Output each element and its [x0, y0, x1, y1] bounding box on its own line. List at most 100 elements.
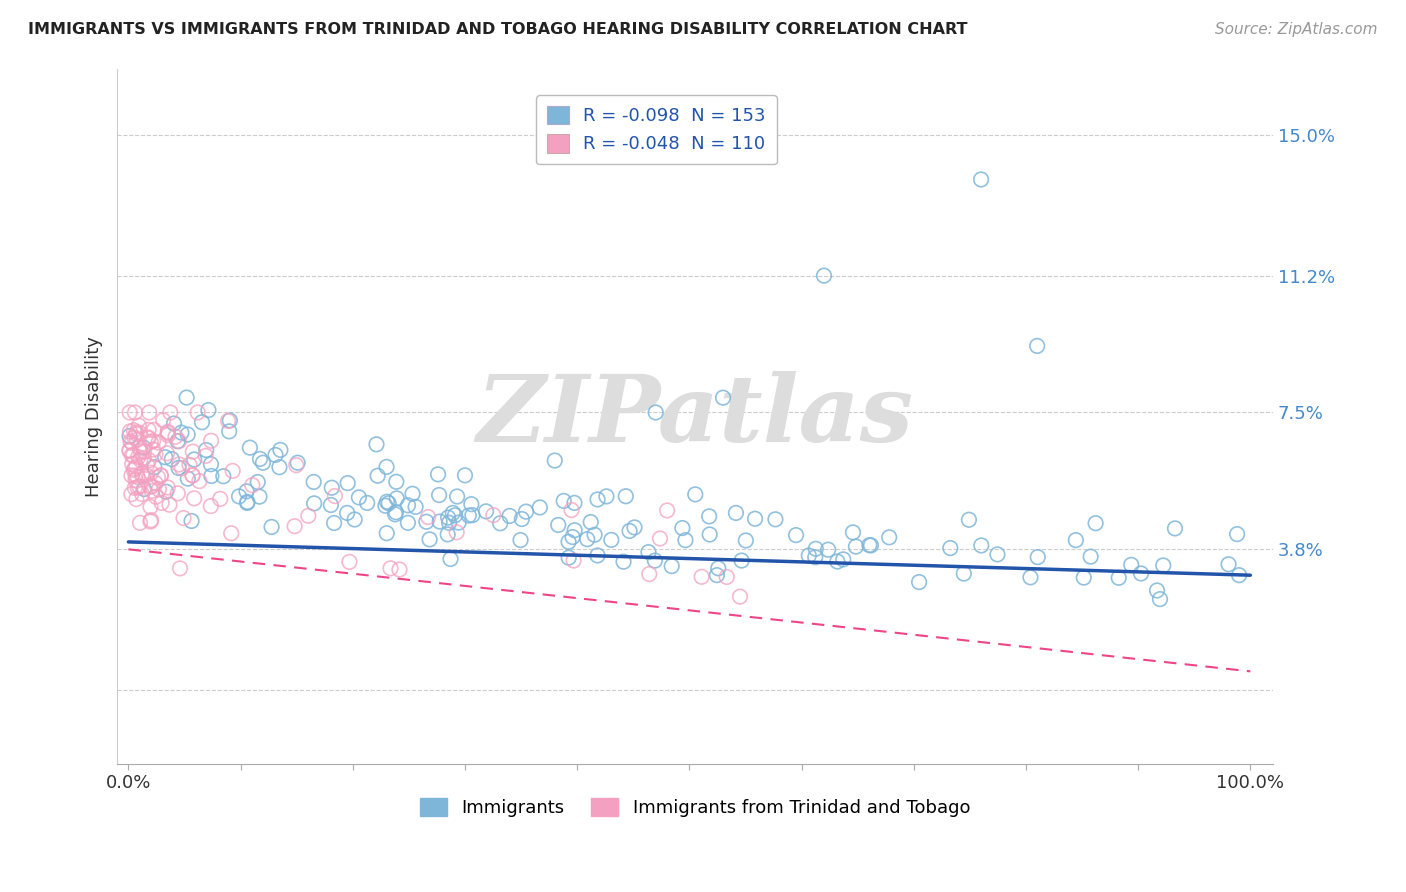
Point — [908, 575, 931, 590]
Point — [129, 516, 152, 530]
Point — [136, 458, 159, 472]
Point — [986, 548, 1008, 562]
Point — [167, 434, 190, 449]
Point — [173, 511, 195, 525]
Point — [509, 533, 531, 547]
Point — [685, 487, 707, 501]
Point — [163, 417, 186, 431]
Point — [195, 442, 218, 457]
Point — [181, 468, 204, 483]
Point — [141, 466, 163, 480]
Point — [124, 405, 146, 419]
Point — [375, 526, 398, 541]
Point — [131, 467, 153, 481]
Point — [366, 437, 388, 451]
Point — [939, 541, 962, 555]
Point — [385, 505, 408, 519]
Point — [122, 423, 145, 437]
Point — [125, 425, 148, 440]
Point — [122, 448, 145, 462]
Point — [284, 519, 307, 533]
Point — [877, 530, 900, 544]
Point — [436, 527, 458, 541]
Point — [699, 527, 721, 541]
Point — [671, 521, 693, 535]
Point — [200, 499, 222, 513]
Point — [200, 434, 222, 448]
Point — [418, 510, 440, 524]
Point — [401, 487, 423, 501]
Point — [1130, 566, 1153, 581]
Y-axis label: Hearing Disability: Hearing Disability — [86, 335, 103, 497]
Point — [129, 444, 152, 458]
Point — [553, 494, 575, 508]
Point — [221, 464, 243, 478]
Point — [152, 413, 174, 427]
Point — [128, 425, 150, 440]
Point — [427, 488, 450, 502]
Point — [583, 528, 606, 542]
Point — [156, 481, 179, 495]
Point — [323, 516, 346, 530]
Point — [1226, 527, 1249, 541]
Point — [336, 476, 359, 491]
Point — [249, 490, 271, 504]
Point — [547, 518, 569, 533]
Text: Source: ZipAtlas.com: Source: ZipAtlas.com — [1215, 22, 1378, 37]
Point — [170, 425, 193, 440]
Point — [380, 561, 402, 575]
Point — [1108, 571, 1130, 585]
Point — [187, 405, 209, 419]
Point — [827, 554, 849, 568]
Point — [429, 515, 451, 529]
Point — [832, 552, 855, 566]
Point — [706, 568, 728, 582]
Point — [125, 492, 148, 507]
Point — [1164, 521, 1187, 535]
Point — [118, 443, 141, 458]
Point — [145, 490, 167, 504]
Point — [191, 415, 214, 429]
Point — [159, 405, 181, 419]
Point — [765, 512, 787, 526]
Point — [240, 478, 263, 492]
Point — [388, 562, 411, 576]
Point — [125, 433, 148, 447]
Point — [120, 434, 142, 449]
Point — [149, 468, 172, 483]
Point — [141, 483, 163, 498]
Point — [544, 453, 567, 467]
Point — [121, 457, 143, 471]
Point — [655, 503, 678, 517]
Point — [707, 561, 730, 575]
Point — [446, 490, 468, 504]
Point — [170, 461, 193, 475]
Point — [557, 550, 579, 565]
Point — [648, 532, 671, 546]
Point — [136, 430, 159, 444]
Point — [644, 553, 666, 567]
Point — [127, 470, 149, 484]
Point — [858, 538, 880, 552]
Point — [446, 525, 468, 540]
Point — [124, 481, 146, 495]
Point — [498, 508, 520, 523]
Point — [166, 434, 188, 449]
Point — [437, 510, 460, 524]
Point — [385, 475, 408, 489]
Point — [444, 508, 467, 523]
Point — [149, 468, 172, 483]
Point — [644, 405, 666, 419]
Point — [134, 444, 156, 458]
Point — [131, 487, 153, 501]
Point — [138, 453, 160, 467]
Point — [1149, 592, 1171, 607]
Point — [197, 403, 219, 417]
Point — [287, 456, 309, 470]
Point — [595, 490, 617, 504]
Point — [194, 449, 217, 463]
Point — [515, 505, 537, 519]
Point — [181, 444, 204, 458]
Point — [239, 441, 262, 455]
Point — [143, 460, 166, 475]
